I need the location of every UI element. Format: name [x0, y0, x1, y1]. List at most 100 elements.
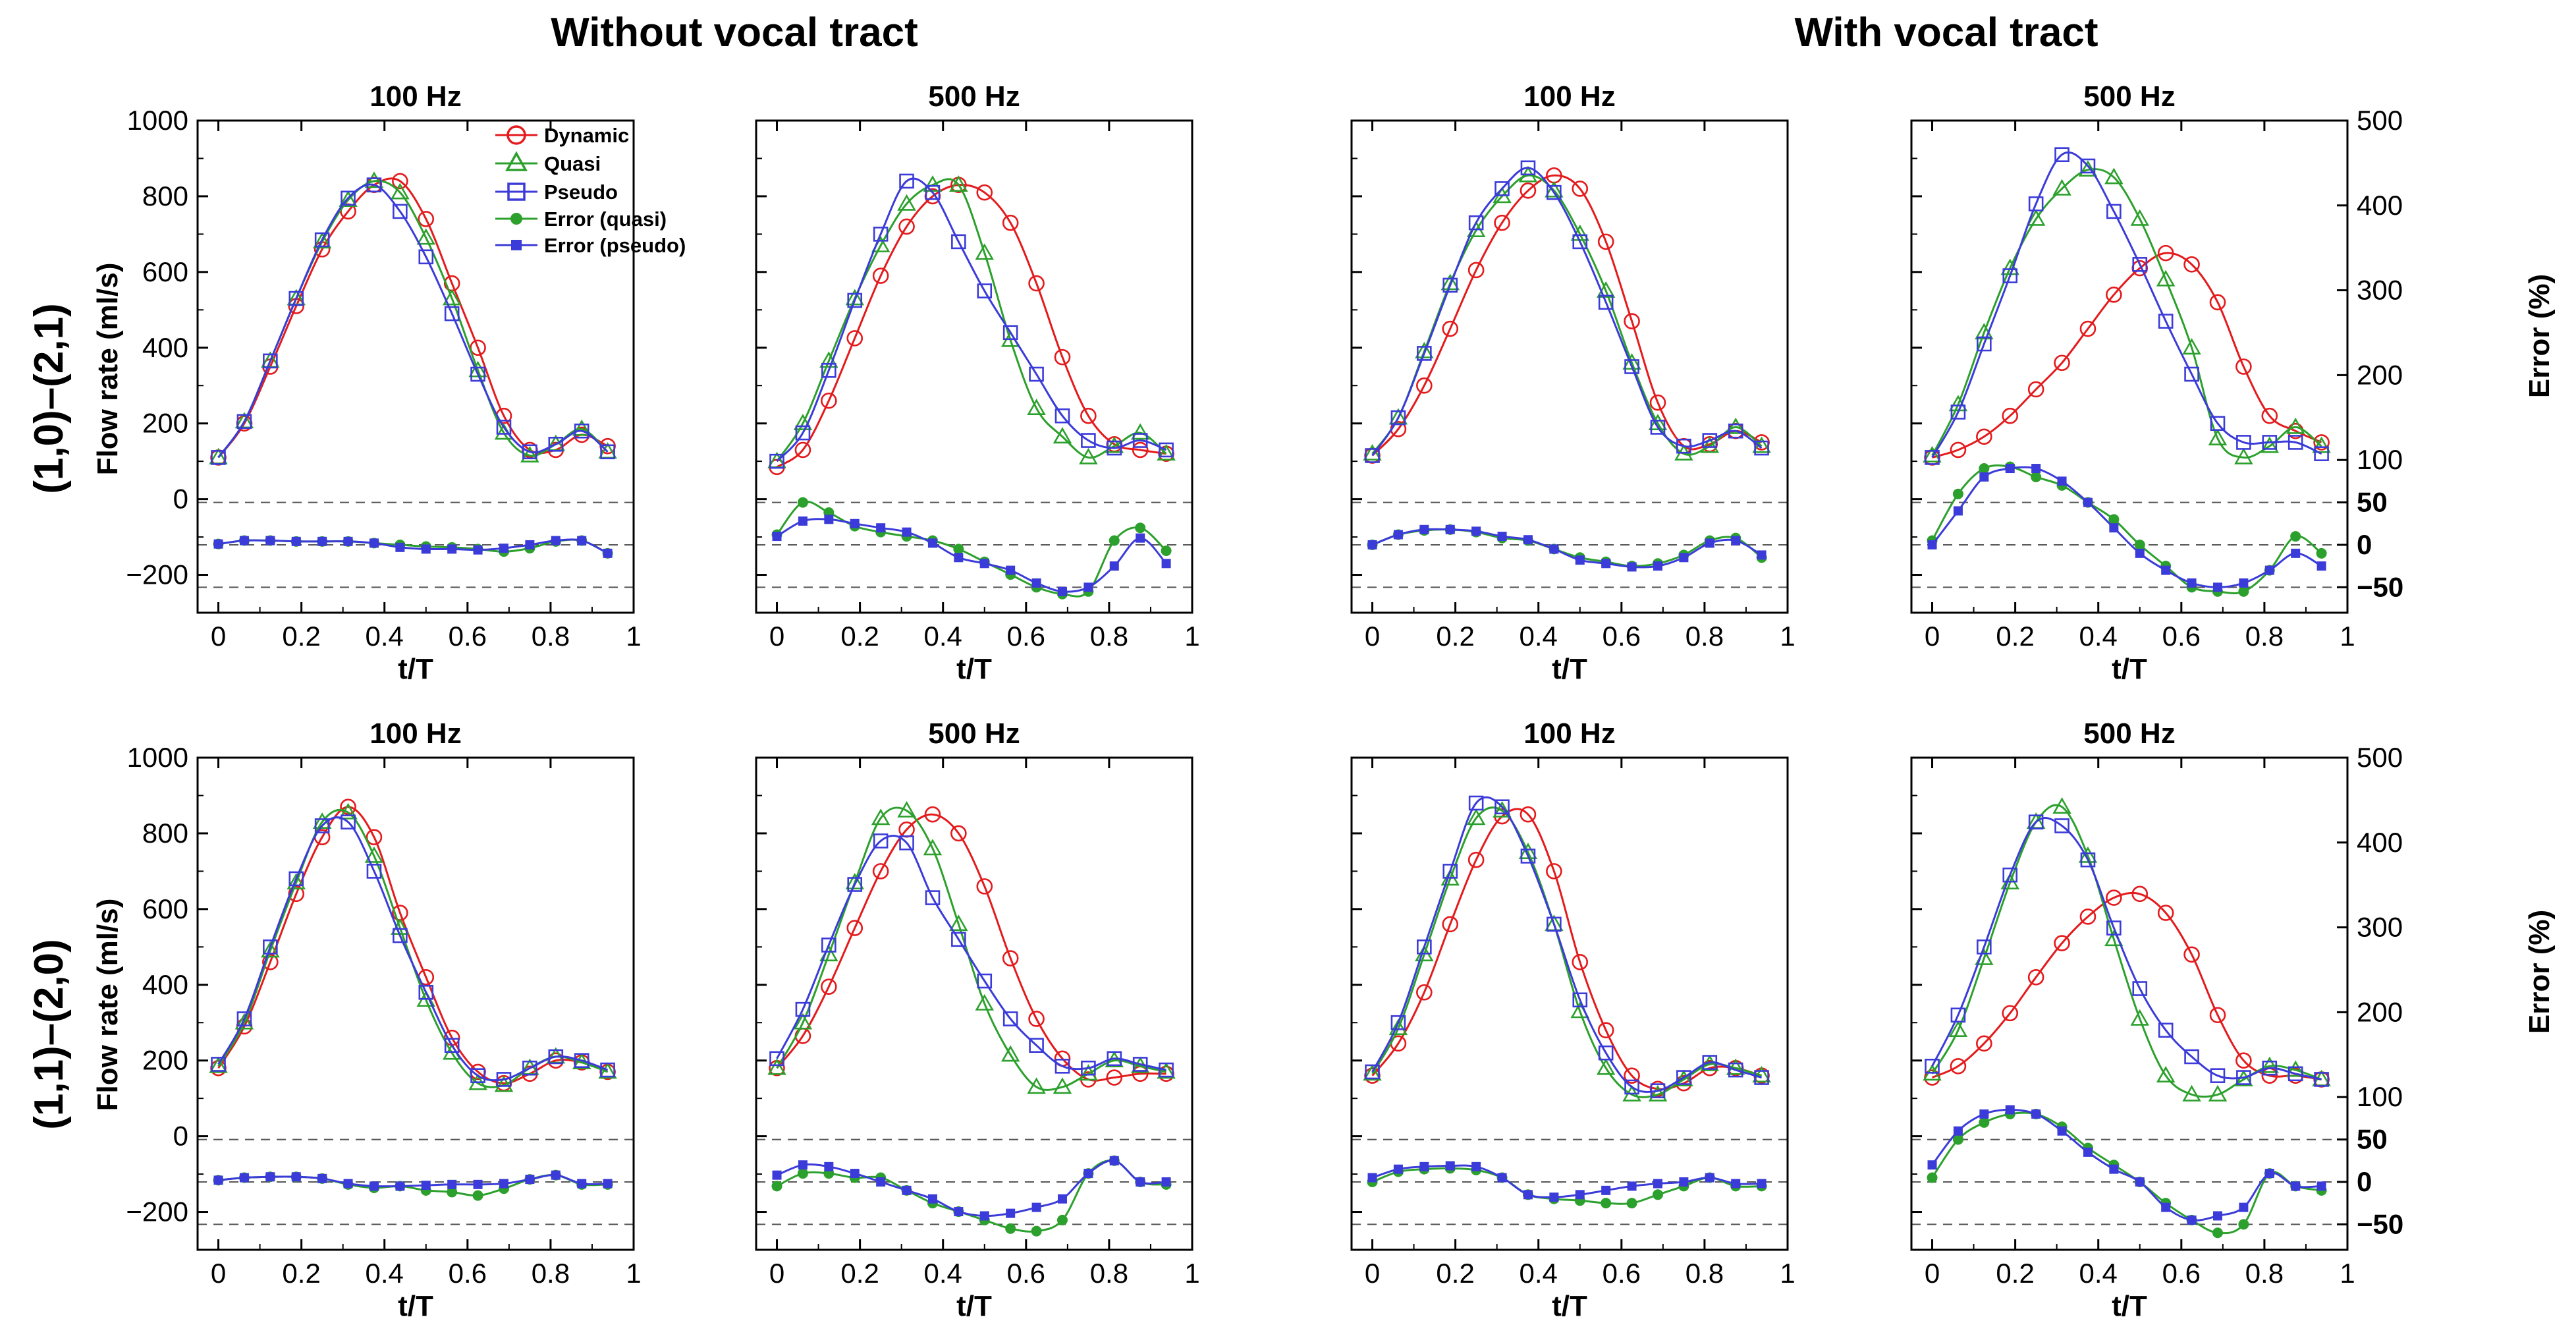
series-pseudo: [1925, 147, 2329, 465]
data-point-quasi: [1752, 1066, 1771, 1082]
data-point-pseudo: [444, 306, 460, 322]
series-line-quasi: [776, 806, 1166, 1091]
data-point-quasi: [2260, 1056, 2280, 1073]
series-line-pseudo: [776, 835, 1166, 1071]
data-point-error-pseudo: [2239, 1202, 2249, 1212]
data-point-error-pseudo: [2316, 1181, 2326, 1191]
data-point-pseudo: [795, 425, 811, 441]
series-line-error-pseudo: [776, 1160, 1166, 1218]
x-tick-label: 1: [2340, 1258, 2355, 1289]
data-point-error-pseudo: [1953, 506, 1963, 516]
data-point-error-pseudo: [1705, 1173, 1714, 1183]
data-point-quasi: [2234, 447, 2253, 464]
data-point-pseudo: [2106, 204, 2122, 219]
data-point-error-quasi: [1952, 1134, 1963, 1145]
data-point-error-pseudo: [876, 523, 886, 533]
data-point-pseudo: [1468, 795, 1484, 811]
data-point-error-pseudo: [1006, 565, 1016, 575]
data-point-pseudo: [795, 1001, 811, 1017]
data-point-pseudo: [925, 890, 941, 905]
data-point-quasi: [339, 802, 358, 820]
y-tick-label: 1000: [127, 742, 188, 773]
error-tick-label: 300: [2357, 275, 2403, 306]
data-point-error-pseudo: [421, 1181, 431, 1191]
error-tick-label: 300: [2357, 912, 2403, 943]
data-point-error-pseudo: [2187, 1215, 2197, 1225]
data-point-error-pseudo: [1057, 586, 1067, 596]
data-point-pseudo: [263, 939, 278, 955]
data-point-pseudo: [496, 1072, 512, 1087]
error-tick-label: 500: [2357, 105, 2403, 136]
data-point-error-pseudo: [902, 1185, 912, 1195]
data-point-pseudo: [1977, 939, 1992, 955]
data-point-pseudo: [951, 234, 966, 250]
data-point-quasi: [1157, 1062, 1176, 1079]
data-point-pseudo: [2184, 1049, 2199, 1065]
data-point-dynamic: [1442, 916, 1459, 933]
x-tick-label: 0.6: [449, 1258, 487, 1289]
data-point-error-pseudo: [1927, 540, 1937, 549]
data-point-quasi: [1466, 808, 1486, 826]
data-point-error-pseudo: [395, 542, 405, 552]
series-quasi: [1923, 797, 2331, 1102]
data-point-dynamic: [1106, 1069, 1123, 1086]
error-reference-label: 0: [2357, 529, 2372, 560]
data-point-dynamic: [898, 218, 915, 235]
ylabel-flow-bottom: Flow rate (ml/s): [92, 899, 124, 1111]
data-point-error-quasi: [1031, 1225, 1042, 1237]
x-tick-label: 0.8: [1685, 1258, 1724, 1289]
data-point-dynamic: [1520, 806, 1537, 823]
legend-label-pseudo: Pseudo: [544, 181, 618, 204]
data-point-error-pseudo: [2005, 464, 2015, 474]
data-point-dynamic: [2261, 407, 2278, 424]
data-point-quasi: [2052, 179, 2071, 196]
panel-title: 100 Hz: [1523, 717, 1615, 750]
data-point-dynamic: [1028, 1011, 1045, 1027]
data-point-error-quasi: [2134, 539, 2145, 550]
series-quasi: [767, 800, 1176, 1094]
data-point-error-pseudo: [2135, 548, 2145, 558]
data-point-error-pseudo: [1419, 524, 1429, 534]
data-point-error-pseudo: [1057, 1194, 1067, 1204]
series-line-error-quasi: [776, 500, 1167, 598]
series-pseudo: [211, 177, 615, 465]
data-point-dynamic: [1976, 428, 1992, 445]
legend-entry-dynamic: Dynamic: [495, 124, 629, 147]
data-point-pseudo: [1950, 405, 1966, 420]
data-point-error-pseudo: [1393, 1164, 1403, 1174]
series-pseudo: [1365, 160, 1769, 463]
data-point-error-pseudo: [1471, 1162, 1481, 1171]
error-reference-label: 50: [2357, 1124, 2388, 1155]
error-reference-label: 50: [2357, 487, 2388, 518]
data-point-error-pseudo: [1497, 1173, 1507, 1183]
data-point-dynamic: [846, 920, 863, 936]
data-point-pseudo: [1624, 359, 1639, 374]
data-point-quasi: [1363, 1064, 1382, 1081]
data-point-error-pseudo: [954, 553, 964, 563]
data-point-pseudo: [288, 291, 304, 306]
data-point-error-quasi: [2238, 1219, 2249, 1230]
data-point-dynamic: [872, 863, 889, 880]
data-point-quasi: [845, 873, 864, 889]
data-point-quasi: [897, 800, 916, 818]
y-tick-label: 800: [142, 181, 188, 211]
data-point-dynamic: [2183, 946, 2200, 963]
data-point-quasi: [209, 1056, 228, 1073]
data-point-quasi: [2286, 417, 2305, 434]
data-point-error-quasi: [797, 1168, 808, 1179]
y-tick-label: 600: [142, 893, 188, 924]
data-point-pseudo: [2132, 981, 2148, 996]
data-point-error-pseudo: [265, 536, 275, 546]
data-point-pseudo: [1547, 916, 1562, 932]
data-point-quasi: [1053, 1077, 1072, 1094]
data-point-dynamic: [1976, 1035, 1992, 1052]
data-point-dynamic: [2313, 434, 2330, 451]
data-point-pseudo: [211, 1057, 226, 1072]
legend: Dynamic Quasi Pseudo Error (quasi) Error…: [495, 124, 686, 257]
data-point-quasi: [416, 228, 436, 245]
data-point-pseudo: [1468, 215, 1484, 231]
data-point-dynamic: [340, 799, 356, 815]
legend-marker-error-pseudo: [511, 240, 522, 250]
x-tick-label: 0.2: [1996, 1258, 2034, 1289]
data-point-pseudo: [1676, 438, 1691, 454]
